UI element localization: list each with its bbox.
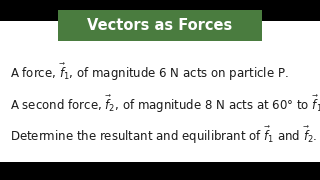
Text: Determine the resultant and equilibrant of $\vec{f}_1$ and $\vec{f}_2$.: Determine the resultant and equilibrant … [10, 125, 317, 146]
Text: A second force, $\vec{f}_2$, of magnitude 8 N acts at 60° to $\vec{f}_1$.: A second force, $\vec{f}_2$, of magnitud… [10, 94, 320, 115]
FancyBboxPatch shape [58, 10, 262, 41]
Text: A force, $\vec{f}_1$, of magnitude 6 N acts on particle P.: A force, $\vec{f}_1$, of magnitude 6 N a… [10, 62, 288, 83]
Text: Vectors as Forces: Vectors as Forces [87, 18, 233, 33]
FancyBboxPatch shape [0, 0, 320, 21]
FancyBboxPatch shape [0, 162, 320, 180]
